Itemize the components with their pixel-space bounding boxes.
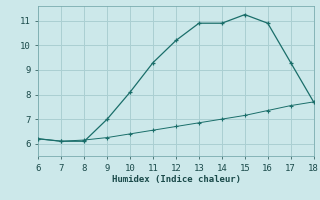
X-axis label: Humidex (Indice chaleur): Humidex (Indice chaleur) <box>111 175 241 184</box>
